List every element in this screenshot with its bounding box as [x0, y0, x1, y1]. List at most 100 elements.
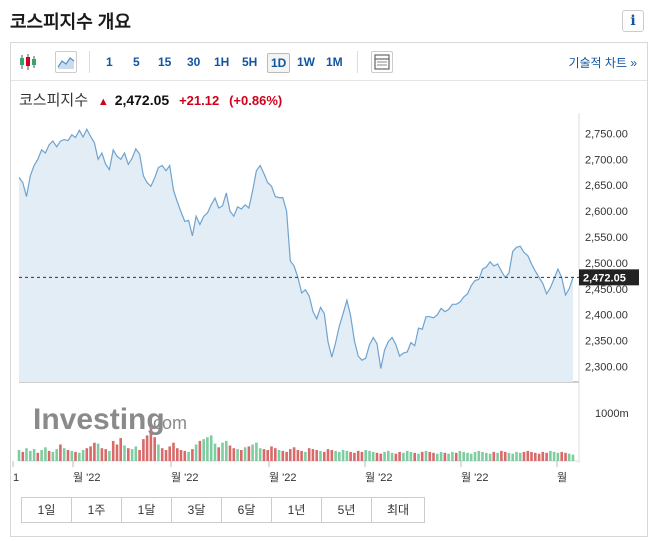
range-1w[interactable]: 1주	[72, 498, 122, 522]
volume-bar	[481, 451, 484, 461]
volume-bars	[17, 429, 575, 461]
range-max[interactable]: 최대	[386, 503, 410, 517]
volume-bar	[315, 450, 318, 461]
volume-bar	[387, 450, 390, 461]
volume-bar	[183, 450, 187, 461]
volume-bar	[353, 452, 356, 461]
volume-bar	[142, 439, 145, 461]
volume-bar	[243, 447, 247, 461]
timeframe-5[interactable]: 5	[133, 55, 140, 69]
volume-bar	[206, 437, 209, 461]
volume-bar	[289, 449, 292, 461]
x-tick-label: 1	[13, 472, 19, 484]
up-arrow-icon: ▲	[97, 96, 109, 108]
volume-bar	[130, 449, 134, 461]
watermark-brand: Investing	[33, 403, 165, 436]
y-tick-label: 2,600.00	[585, 206, 628, 218]
volume-bar	[191, 449, 194, 461]
timeframe-1d[interactable]: 1D	[267, 53, 291, 73]
info-icon[interactable]: i	[622, 10, 644, 32]
volume-bar	[492, 451, 496, 461]
volume-bar	[296, 450, 300, 461]
volume-bar	[473, 451, 477, 461]
volume-bar	[255, 442, 258, 461]
volume-bar	[160, 448, 164, 461]
volume-bar	[93, 442, 96, 461]
range-6m[interactable]: 6달	[222, 498, 272, 522]
price-area	[18, 127, 579, 382]
volume-bar	[383, 451, 386, 461]
volume-bar	[277, 450, 281, 461]
volume-bar	[462, 451, 465, 461]
volume-bar	[157, 444, 160, 461]
volume-bar	[571, 454, 575, 461]
y-tick-label: 2,400.00	[585, 310, 628, 322]
volume-bar	[164, 450, 168, 461]
volume-bar	[518, 452, 522, 461]
volume-bar	[567, 453, 571, 461]
volume-bar	[496, 452, 499, 461]
timeframe-1h[interactable]: 1H	[214, 55, 230, 69]
volume-bar	[217, 447, 220, 461]
price-change: +21.12	[179, 93, 220, 108]
timeframe-1w[interactable]: 1W	[297, 55, 315, 69]
volume-bar	[104, 449, 107, 461]
toolbar-divider	[357, 51, 358, 73]
volume-bar	[225, 440, 228, 461]
y-tick-label: 2,650.00	[585, 180, 628, 192]
watermark-suffix: .com	[148, 413, 187, 433]
volume-bar	[356, 450, 360, 461]
candlestick-icon[interactable]	[17, 51, 39, 73]
price-chart[interactable]: 2,750.00 2,700.00 2,650.00 2,600.00 2,550.00…	[11, 113, 647, 493]
price-line	[18, 127, 574, 369]
volume-bar	[398, 451, 401, 461]
volume-bar	[62, 448, 66, 461]
volume-bar	[379, 453, 383, 461]
y-axis: 2,750.00 2,700.00 2,650.00 2,600.00 2,550.00…	[585, 128, 629, 420]
range-3m[interactable]: 3달	[172, 498, 222, 522]
table-view-icon[interactable]	[371, 51, 393, 73]
volume-bar	[194, 444, 198, 461]
volume-bar	[300, 450, 303, 461]
volume-bar	[25, 448, 28, 461]
volume-bar	[29, 450, 32, 461]
last-price-tag-label: 2,472.05	[583, 272, 626, 284]
range-1d[interactable]: 1일	[22, 498, 72, 522]
volume-bar	[364, 450, 367, 461]
volume-bar	[522, 451, 526, 461]
range-1m[interactable]: 1달	[122, 498, 172, 522]
y-tick-label: 2,300.00	[585, 361, 628, 373]
timeframe-1[interactable]: 1	[106, 55, 113, 69]
volume-bar	[390, 452, 394, 461]
x-tick-label: 월 '22	[269, 471, 297, 484]
volume-bar	[176, 448, 179, 461]
volume-bar	[469, 453, 473, 461]
area-chart-icon[interactable]	[55, 51, 77, 73]
timeframe-1m[interactable]: 1M	[326, 55, 343, 69]
y-tick-label: 2,450.00	[585, 284, 628, 296]
volume-bar	[179, 450, 183, 461]
technical-chart-link[interactable]: 기술적 차트 »	[568, 56, 637, 70]
volume-bar	[485, 452, 488, 461]
volume-bar	[285, 451, 288, 461]
volume-bar	[515, 451, 518, 461]
volume-bar	[409, 451, 413, 461]
range-1y[interactable]: 1년	[272, 498, 322, 522]
timeframe-15[interactable]: 15	[158, 55, 172, 69]
volume-bar	[202, 439, 205, 461]
volume-bar	[247, 446, 251, 461]
timeframe-5h[interactable]: 5H	[242, 55, 258, 69]
volume-bar	[530, 451, 533, 461]
volume-bar	[338, 451, 341, 461]
volume-bar	[349, 451, 352, 461]
range-5y[interactable]: 5년	[322, 498, 372, 522]
timeframe-30[interactable]: 30	[187, 55, 201, 69]
volume-bar	[477, 450, 481, 461]
x-tick-label: 월 '22	[171, 471, 199, 484]
y-tick-label: 2,700.00	[585, 154, 628, 166]
volume-bar	[17, 450, 21, 461]
watermark: Investing .com	[33, 403, 187, 436]
y-tick-label: 2,750.00	[585, 128, 628, 140]
volume-bar	[240, 450, 243, 461]
quote-header: 코스피지수 ▲ 2,472.05 +21.12 (+0.86%)	[19, 89, 282, 109]
